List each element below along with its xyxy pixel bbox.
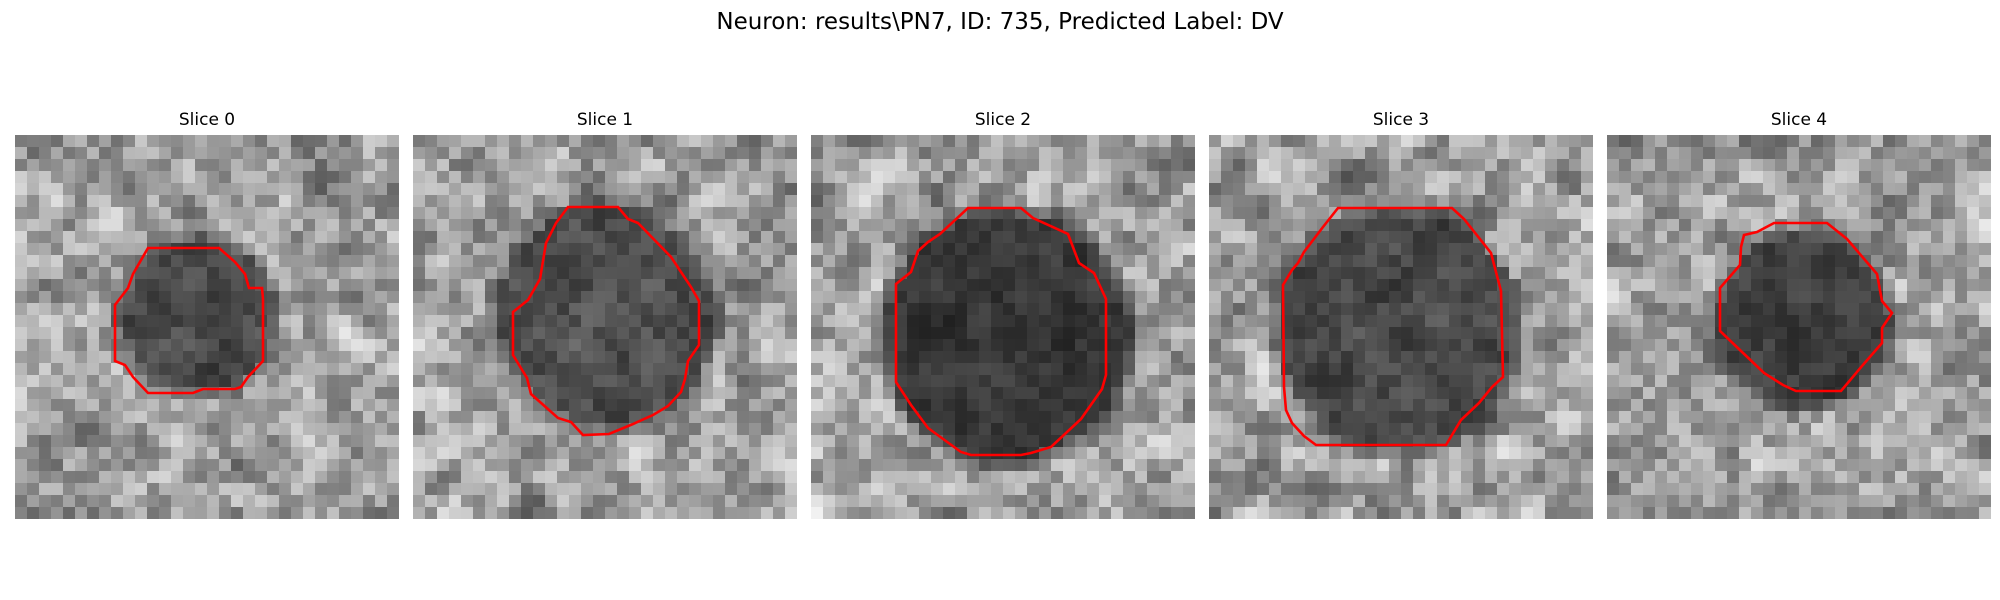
soma-outline: [894, 206, 1108, 457]
slice-title: Slice 4: [1770, 110, 1828, 130]
soma-outline: [511, 205, 701, 437]
slice-image: [1607, 135, 1991, 519]
slice-image: [413, 135, 797, 519]
slice-panel-2: Slice 2: [811, 110, 1195, 519]
slice-panel-3: Slice 3: [1209, 110, 1593, 519]
slice-image: [15, 135, 399, 519]
grayscale-pixels: [15, 135, 399, 519]
grayscale-pixels: [1209, 135, 1593, 519]
slice-panel-1: Slice 1: [413, 110, 797, 519]
slice-panel-4: Slice 4: [1607, 110, 1991, 519]
slice-title: Slice 3: [1372, 110, 1430, 130]
soma-outline: [113, 246, 265, 395]
slice-image: [1209, 135, 1593, 519]
soma-outline: [1718, 221, 1894, 393]
slice-title: Slice 0: [178, 110, 236, 130]
soma-outline: [1281, 206, 1505, 447]
figure-title: Neuron: results\PN7, ID: 735, Predicted …: [716, 9, 1284, 35]
slice-title: Slice 2: [974, 110, 1032, 130]
grayscale-pixels: [811, 135, 1195, 519]
slice-image: [811, 135, 1195, 519]
slice-panel-0: Slice 0: [15, 110, 399, 519]
slice-title: Slice 1: [576, 110, 634, 130]
grayscale-pixels: [1607, 135, 1991, 519]
grayscale-pixels: [413, 135, 797, 519]
